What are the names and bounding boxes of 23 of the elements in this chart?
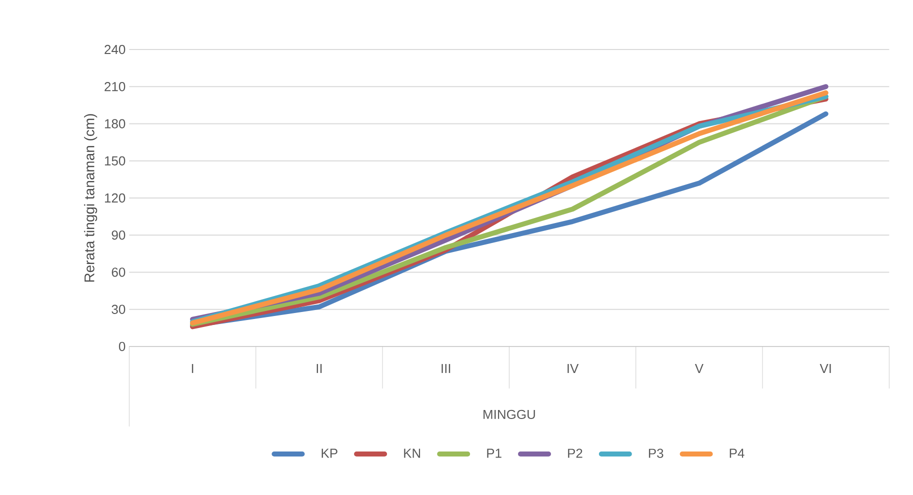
x-tick-label: I — [192, 364, 194, 373]
legend-label: KP — [322, 448, 338, 458]
legend-label: KN — [404, 448, 420, 458]
y-tick-label: 30 — [112, 304, 126, 314]
legend-label: P3 — [648, 448, 664, 458]
x-tick-label: II — [316, 364, 322, 373]
x-tick-label: VI — [820, 364, 831, 373]
y-tick-label: 120 — [104, 193, 126, 203]
legend-label: P4 — [730, 448, 744, 458]
legend-label: P1 — [487, 448, 502, 458]
x-tick-label: IV — [568, 364, 579, 373]
y-tick-label: 210 — [104, 82, 126, 92]
x-tick-label: V — [694, 364, 704, 373]
legend-label: P2 — [568, 448, 582, 458]
x-tick-label: III — [442, 364, 450, 373]
y-tick-label: 150 — [104, 156, 126, 166]
x-axis-title: MINGGU — [484, 410, 535, 420]
y-tick-label: 0 — [118, 342, 126, 352]
y-tick-label: 60 — [112, 268, 126, 277]
y-axis-title: Rerata tinggi tanaman (cm) — [84, 114, 98, 282]
y-tick-label: 240 — [104, 44, 126, 54]
y-tick-label: 180 — [104, 119, 126, 128]
y-tick-label: 90 — [112, 230, 126, 240]
